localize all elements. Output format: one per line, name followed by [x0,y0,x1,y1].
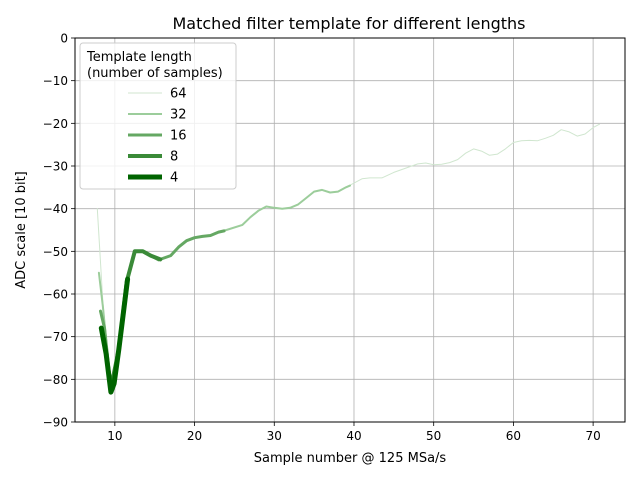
y-tick-label: −90 [43,416,68,430]
y-tick-label: −80 [43,373,68,387]
y-tick-label: −60 [43,288,68,302]
legend-label-8: 8 [170,150,178,165]
x-tick-label: 30 [267,429,282,443]
x-axis-label: Sample number @ 125 MSa/s [254,451,447,466]
plot-series [96,123,600,395]
legend-label-4: 4 [170,171,178,186]
plot-frame [74,37,626,423]
y-tick-label: −50 [43,245,68,259]
y-tick-label: −30 [43,160,68,174]
legend-label-64: 64 [170,87,187,102]
y-tick-label: −70 [43,330,68,344]
x-tick-label: 10 [107,429,122,443]
x-tick-label: 20 [187,429,202,443]
x-tick-label: 40 [346,429,361,443]
series-line-4 [98,276,131,395]
axis-ticks: 10 20 30 40 50 60 70 0 −10 −20 −30 −40 −50 −60 −70 −80 −… [43,32,601,444]
y-tick-label: 0 [60,32,68,46]
y-tick-label: −40 [43,202,68,216]
y-tick-label: −20 [43,117,68,131]
y-tick-label: −10 [43,74,68,88]
x-tick-label: 70 [585,429,600,443]
legend-title-line2: (number of samples) [87,66,223,81]
x-tick-label: 50 [426,429,441,443]
y-axis-label: ADC scale [10 bit] [14,171,29,289]
legend-label-16: 16 [170,129,187,144]
x-tick-label: 60 [506,429,521,443]
chart-title: Matched filter template for different le… [173,14,526,33]
legend-label-32: 32 [170,108,187,123]
legend-title-line1: Template length [86,50,192,65]
legend: Template length (number of samples) 64 32… [79,42,237,190]
legend-box [79,42,237,190]
